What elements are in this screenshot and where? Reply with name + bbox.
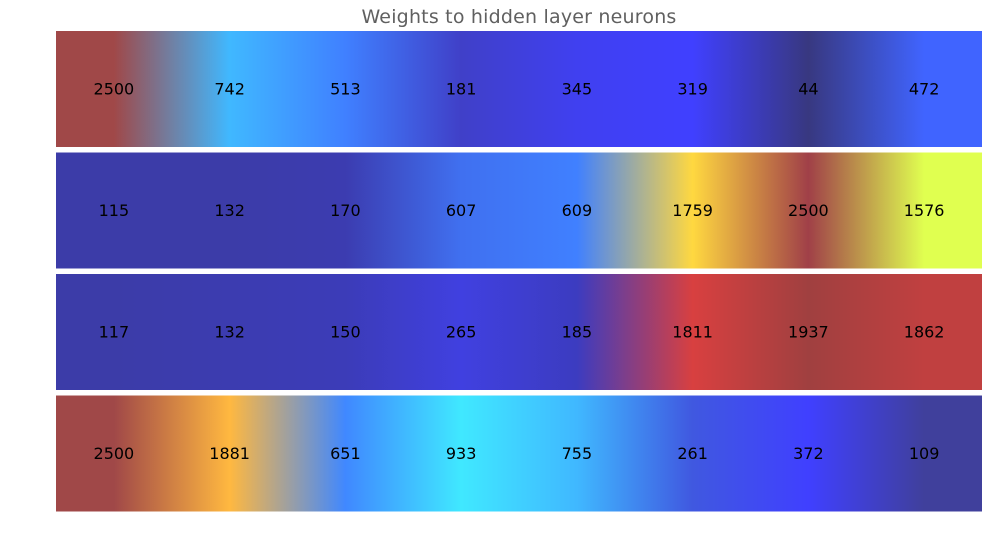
heatmap-cell-value: 607 (446, 201, 477, 220)
heatmap-cell-value: 132 (214, 323, 245, 342)
heatmap-row-3 (56, 274, 982, 390)
heatmap-cell-value: 1811 (672, 323, 713, 342)
heatmap-cell-value: 755 (562, 444, 593, 463)
heatmap-cell-value: 472 (909, 80, 940, 99)
heatmap-cell-value: 742 (214, 80, 245, 99)
heatmap-cell-value: 261 (677, 444, 708, 463)
heatmap-cell-value: 609 (562, 201, 593, 220)
heatmap-cell-value: 265 (446, 323, 477, 342)
heatmap-row-4 (56, 395, 982, 512)
heatmap-cell-value: 1576 (904, 201, 945, 220)
heatmap-cell-value: 1881 (209, 444, 250, 463)
heatmap-cell-value: 372 (793, 444, 824, 463)
heatmap-cell-value: 1937 (788, 323, 829, 342)
heatmap-cell-value: 115 (99, 201, 130, 220)
heatmap-cell-value: 2500 (94, 444, 135, 463)
heatmap-bands (56, 31, 982, 512)
heatmap-cell-value: 185 (562, 323, 593, 342)
heatmap-cell-value: 117 (99, 323, 130, 342)
heatmap-cell-value: 132 (214, 201, 245, 220)
heatmap-cell-value: 2500 (94, 80, 135, 99)
heatmap-cell-value: 1862 (904, 323, 945, 342)
heatmap-cell-value: 319 (677, 80, 708, 99)
heatmap-cell-value: 181 (446, 80, 477, 99)
heatmap-cell-value: 345 (562, 80, 593, 99)
chart-title: Weights to hidden layer neurons (361, 6, 677, 28)
heatmap-cell-value: 170 (330, 201, 361, 220)
heatmap-row-2 (56, 152, 982, 269)
heatmap-cell-value: 1759 (672, 201, 713, 220)
heatmap-cell-value: 513 (330, 80, 361, 99)
heatmap-row-1 (56, 31, 982, 147)
heatmap-cell-value: 150 (330, 323, 361, 342)
heatmap-cell-value: 933 (446, 444, 477, 463)
heatmap-labels: 2500 742 513 181 345 319 44 472 115 132 170 607 609 1… (94, 80, 945, 464)
heatmap-cell-value: 2500 (788, 201, 829, 220)
heatmap-cell-value: 109 (909, 444, 940, 463)
heatmap-cell-value: 44 (798, 80, 818, 99)
heatmap-cell-value: 651 (330, 444, 361, 463)
